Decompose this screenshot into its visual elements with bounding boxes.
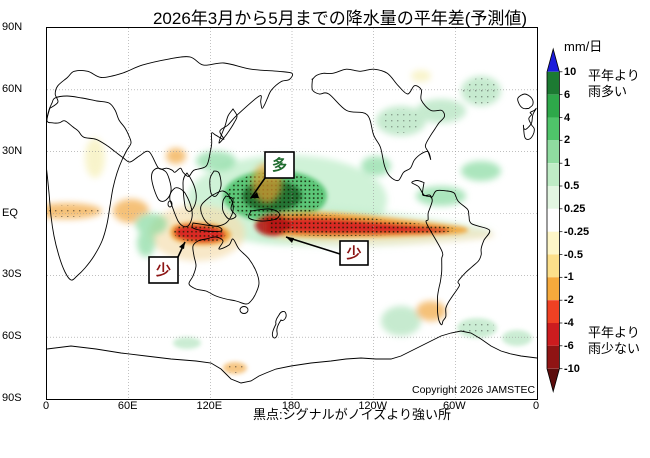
- svg-text:少: 少: [155, 261, 171, 279]
- svg-text:多: 多: [272, 156, 287, 174]
- svg-text:少: 少: [345, 244, 361, 262]
